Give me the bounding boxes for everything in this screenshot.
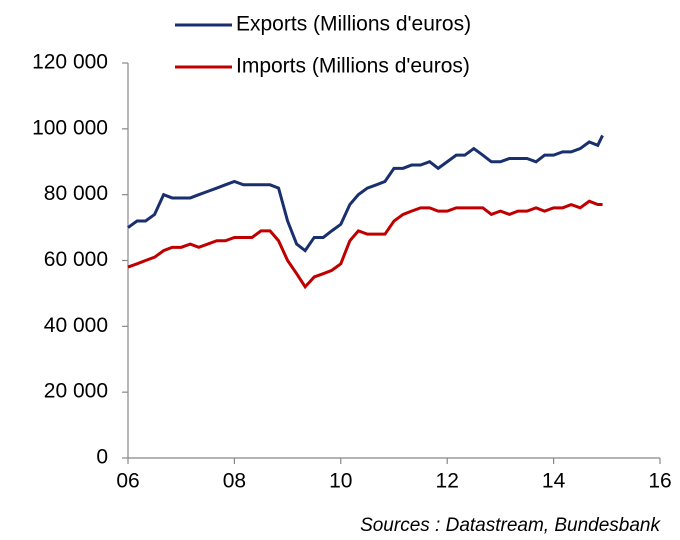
source-note: Sources : Datastream, Bundesbank xyxy=(360,515,661,536)
x-tick-label: 16 xyxy=(648,470,671,493)
x-tick-label: 06 xyxy=(116,470,139,493)
x-tick-label: 08 xyxy=(223,470,246,493)
y-tick-label: 100 000 xyxy=(32,116,108,139)
y-tick-label: 0 xyxy=(96,446,108,469)
x-tick-label: 10 xyxy=(329,470,352,493)
series-line xyxy=(127,199,603,290)
legend-label: Exports (Millions d'euros) xyxy=(236,13,471,36)
y-tick-label: 120 000 xyxy=(32,51,108,74)
y-tick-label: 40 000 xyxy=(44,314,108,337)
series-line xyxy=(127,134,604,253)
y-tick-label: 20 000 xyxy=(44,380,108,403)
y-tick-label: 80 000 xyxy=(44,182,108,205)
x-tick-label: 12 xyxy=(436,470,459,493)
x-tick-label: 14 xyxy=(542,470,566,493)
y-tick-label: 60 000 xyxy=(44,248,108,271)
legend-label: Imports (Millions d'euros) xyxy=(236,55,470,78)
